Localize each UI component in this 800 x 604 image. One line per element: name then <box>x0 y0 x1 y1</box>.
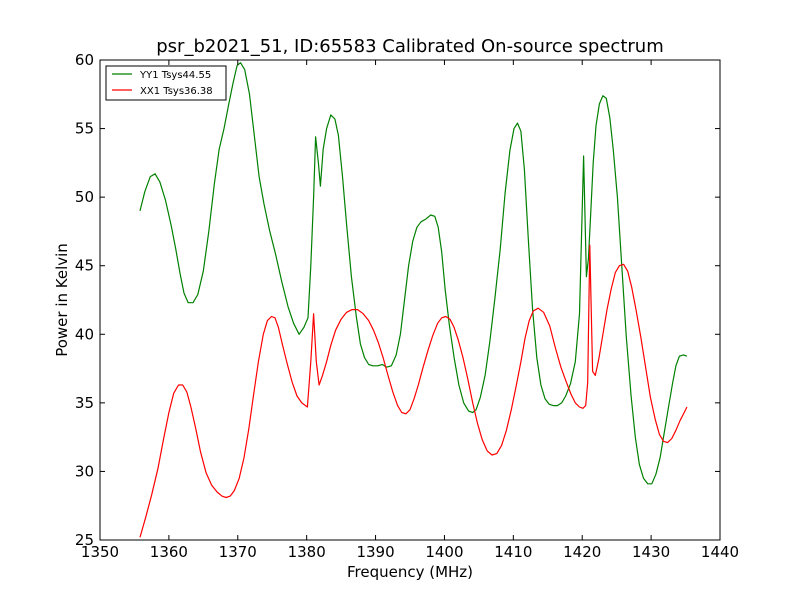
x-tick-label: 1390 <box>356 543 394 561</box>
x-tick-label: 1430 <box>632 543 670 561</box>
x-tick-label: 1370 <box>219 543 257 561</box>
x-tick-label: 1420 <box>563 543 601 561</box>
legend-entry-label: XX1 Tsys36.38 <box>140 86 213 97</box>
chart-title: psr_b2021_51, ID:65583 Calibrated On-sou… <box>156 36 663 57</box>
legend: YY1 Tsys44.55 XX1 Tsys36.38 <box>105 65 227 101</box>
legend-entry-label: YY1 Tsys44.55 <box>139 70 211 81</box>
x-tick-label: 1410 <box>494 543 532 561</box>
x-tick-label: 1380 <box>288 543 326 561</box>
x-tick-label: 1350 <box>81 543 119 561</box>
y-tick-label: 25 <box>75 531 94 549</box>
plot-area-frame <box>99 59 721 541</box>
y-tick-label: 45 <box>75 257 94 275</box>
y-tick-label: 60 <box>75 51 94 69</box>
series-line-xx1 <box>139 244 688 538</box>
y-tick-label: 55 <box>75 120 94 138</box>
y-axis-label: Power in Kelvin <box>53 243 71 357</box>
x-axis-label: Frequency (MHz) <box>347 563 473 581</box>
series-layer <box>139 62 688 538</box>
y-tick-label: 40 <box>75 325 94 343</box>
series-line-yy1 <box>139 62 688 485</box>
y-tick-label: 30 <box>75 462 94 480</box>
x-tick-label: 1400 <box>425 543 463 561</box>
y-tick-label: 50 <box>75 188 94 206</box>
tick-layer: 1350 1360 1370 1380 1390 1400 1410 1420 1430 1440… <box>75 51 739 561</box>
x-tick-label: 1360 <box>150 543 188 561</box>
y-tick-label: 35 <box>75 394 94 412</box>
legend-box <box>105 65 227 101</box>
x-tick-label: 1440 <box>701 543 739 561</box>
